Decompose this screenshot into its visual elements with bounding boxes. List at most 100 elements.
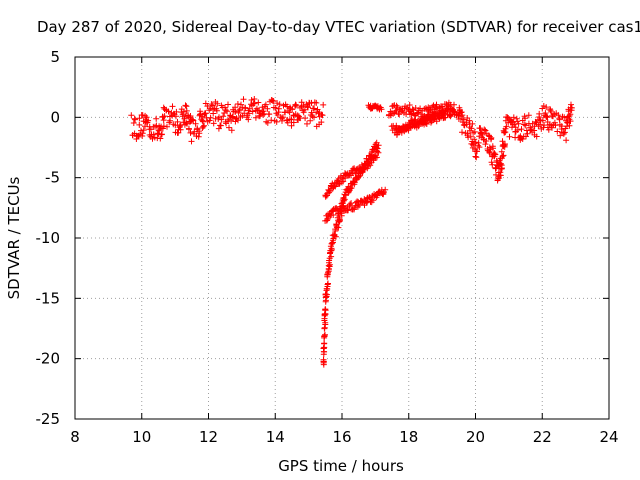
data-point [340,178,347,185]
data-point [153,115,160,122]
data-point [252,114,259,121]
y-tick-label: -10 [36,229,61,247]
data-point [195,128,202,135]
data-point [345,207,352,214]
data-point [234,101,241,107]
y-tick-label: -20 [36,350,61,368]
data-point [251,100,258,107]
data-point [327,188,334,195]
data-point [228,127,235,134]
data-point [210,120,217,127]
data-point [525,112,532,119]
data-point [468,125,475,132]
data-point [514,127,521,133]
data-point [565,108,572,115]
data-point [325,280,331,287]
data-point [270,98,277,104]
data-point [210,110,217,117]
data-point [533,133,540,140]
data-point [321,325,328,332]
x-tick-label: 22 [533,428,552,446]
data-point [338,206,344,213]
x-tick-label: 24 [599,428,618,446]
data-point [220,113,227,120]
data-point [284,103,291,110]
data-point [228,117,235,124]
data-point [548,108,555,115]
data-point [167,117,174,124]
data-point [274,100,281,107]
data-point [373,154,380,161]
data-point [332,233,339,240]
data-point [337,208,344,215]
data-point [341,196,348,203]
data-point [224,108,231,115]
data-point [494,176,501,182]
data-point [130,120,137,126]
data-point [370,197,376,204]
data-point [275,105,282,112]
data-point [499,153,506,160]
data-point [510,114,517,121]
data-point [522,115,529,122]
data-point [318,119,325,126]
data-point [311,105,318,112]
data-point [207,114,214,121]
data-point [378,106,385,113]
data-point [191,128,198,135]
data-point [278,115,285,122]
data-point [474,148,480,155]
data-point [200,123,207,130]
data-point [226,124,232,131]
data-point [488,136,495,143]
data-point [508,118,515,125]
data-point [245,116,252,123]
data-point [491,150,498,157]
x-tick-label: 20 [466,428,485,446]
data-point [518,126,525,133]
data-point [189,116,196,123]
data-point [300,102,307,109]
data-point [554,128,561,135]
y-tick-label: -15 [36,289,61,307]
data-point [260,108,267,115]
data-point [352,202,359,209]
data-point [336,213,343,219]
data-point [321,340,328,347]
data-point [374,148,381,155]
data-point [472,153,479,160]
data-point [255,99,262,106]
data-point [276,101,283,108]
data-point [249,108,256,115]
data-point [493,165,500,171]
data-point [490,145,496,152]
data-point [428,119,434,126]
data-point [240,96,247,103]
data-point [304,120,310,127]
data-point [498,162,505,169]
data-point [214,100,221,107]
data-point [307,117,314,124]
data-point [558,123,565,130]
data-point [289,106,296,113]
data-point [524,130,531,137]
data-point [176,123,183,130]
data-point [229,113,236,120]
data-point [264,119,271,126]
data-point [187,129,194,136]
data-point [199,117,206,124]
data-point [467,133,474,140]
data-point [325,268,332,275]
data-point [136,121,143,128]
data-point [328,253,335,260]
data-point [182,102,189,109]
data-point [503,123,510,130]
data-point [433,118,440,125]
data-point [225,101,231,108]
data-point [288,122,295,129]
data-point [500,152,507,159]
data-point [533,119,540,126]
data-point [456,104,463,111]
data-point [153,122,160,129]
